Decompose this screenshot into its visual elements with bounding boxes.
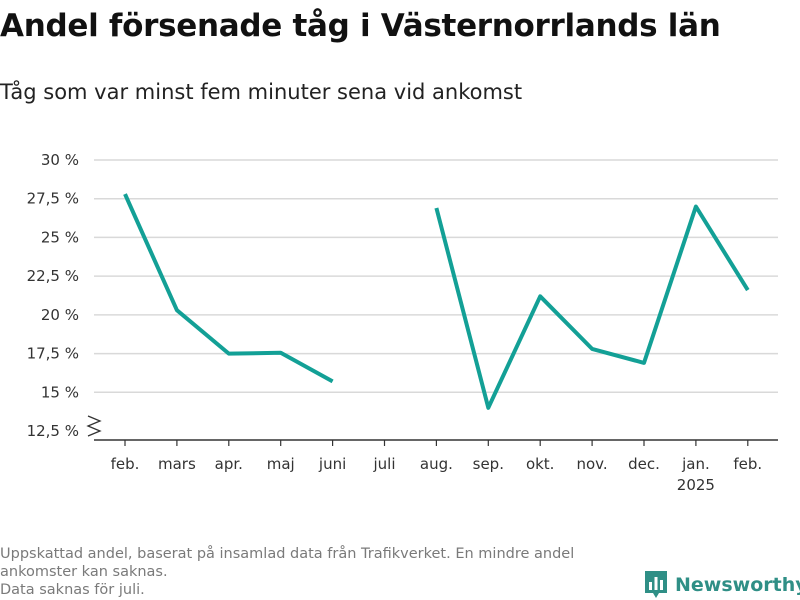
- y-tick-label: 17,5 %: [27, 345, 79, 363]
- line-chart: 12,5 % 15 % 17,5 % 20 % 22,5 % 25 % 27,5 % 30 %…: [27, 151, 778, 494]
- series-lines: [123, 192, 750, 410]
- data-point: [538, 294, 542, 298]
- x-axis: feb. mars apr. maj juni juli aug. sep. okt. nov. d…: [94, 439, 778, 494]
- footnote-line-2: Data saknas för juli.: [0, 582, 145, 598]
- data-point: [642, 361, 646, 365]
- data-point: [486, 406, 490, 410]
- y-tick-label: 22,5 %: [27, 267, 79, 285]
- data-point: [590, 347, 594, 351]
- data-point: [279, 351, 283, 355]
- x-tick-label: jan.: [681, 455, 710, 473]
- x-year-label: 2025: [677, 476, 715, 494]
- brand-logo: Newsworthy: [644, 570, 800, 600]
- chart-title: Andel försenade tåg i Västernorrlands lä…: [0, 8, 721, 44]
- footnote-line-1: Uppskattad andel, baserat på insamlad da…: [0, 546, 575, 580]
- x-tick-label: nov.: [577, 455, 608, 473]
- y-tick-label: 30 %: [41, 151, 79, 169]
- series-line: [434, 204, 750, 410]
- x-tick-label: apr.: [215, 455, 243, 473]
- brand-name: Newsworthy: [675, 574, 800, 596]
- data-point: [746, 288, 750, 292]
- newsworthy-logo-icon: [645, 571, 667, 598]
- x-tick-label: aug.: [420, 455, 453, 473]
- y-tick-label: 15 %: [41, 383, 79, 401]
- data-point: [694, 204, 698, 208]
- y-tick-label: 20 %: [41, 306, 79, 324]
- y-axis-ticks: 12,5 % 15 % 17,5 % 20 % 22,5 % 25 % 27,5 % 30 %: [27, 151, 102, 440]
- x-tick-label: feb.: [733, 455, 762, 473]
- x-tick-label: juli: [372, 455, 395, 473]
- series-line: [123, 193, 334, 384]
- x-tick-label: maj: [267, 455, 295, 473]
- data-point: [331, 379, 335, 383]
- gridlines: [94, 159, 778, 394]
- x-tick-label: dec.: [628, 455, 660, 473]
- x-tick-label: sep.: [473, 455, 504, 473]
- data-point: [434, 206, 438, 210]
- data-point: [175, 308, 179, 312]
- y-tick-label: 12,5 %: [27, 422, 79, 440]
- footnote: Uppskattad andel, baserat på insamlad da…: [0, 545, 640, 599]
- x-tick-label: feb.: [111, 455, 140, 473]
- x-tick-label: mars: [158, 455, 196, 473]
- data-point: [123, 192, 127, 196]
- x-tick-label: okt.: [526, 455, 555, 473]
- data-point: [227, 352, 231, 356]
- chart-subtitle: Tåg som var minst fem minuter sena vid a…: [0, 80, 523, 104]
- axis-break-icon: [86, 415, 102, 437]
- x-tick-label: juni: [318, 455, 346, 473]
- y-tick-label: 25 %: [41, 228, 79, 246]
- y-tick-label: 27,5 %: [27, 190, 79, 208]
